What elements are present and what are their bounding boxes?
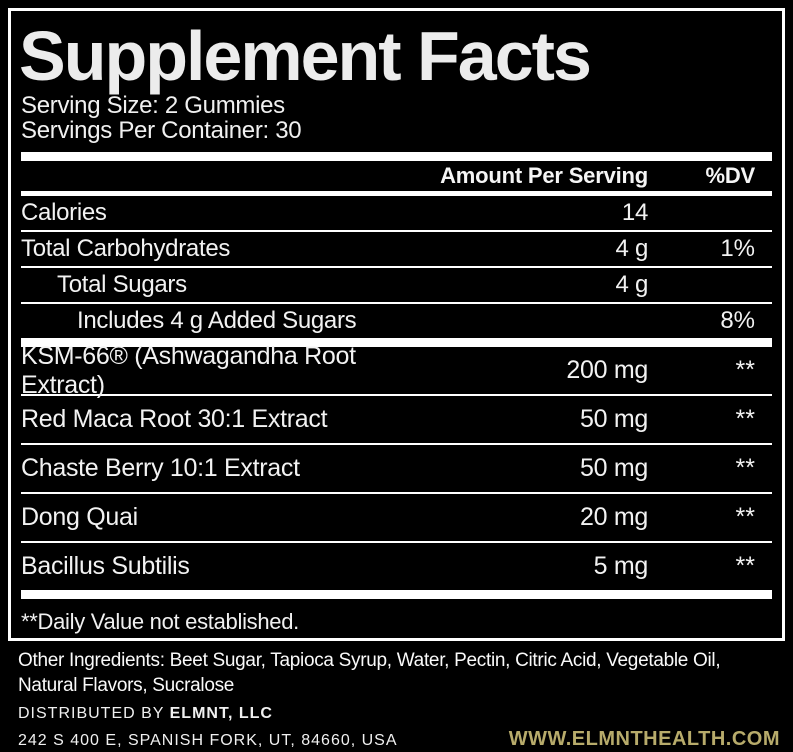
active-ingredients-section: KSM-66® (Ashwagandha Root Extract) 200 m… [21,342,772,590]
divider-bar-thick-bottom [21,590,772,599]
column-header-row: Amount Per Serving %DV [21,161,772,191]
ingredient-dv: ** [735,454,755,482]
ingredient-amount: 50 mg [580,454,648,482]
ingredient-dv: ** [735,356,755,384]
other-ingredients-text: Other Ingredients: Beet Sugar, Tapioca S… [18,650,721,696]
ingredient-name: Bacillus Subtilis [21,552,190,580]
nutrient-dv: 8% [720,307,755,334]
ingredient-name: Red Maca Root 30:1 Extract [21,405,328,433]
column-header-amount: Amount Per Serving [440,163,648,188]
nutrient-name: Includes 4 g Added Sugars [77,307,357,334]
company-address: 242 S 400 E, SPANISH FORK, UT, 84660, US… [18,732,398,749]
servings-per-container: Servings Per Container: 30 [21,117,302,144]
nutrient-name: Total Carbohydrates [21,235,231,262]
ingredient-row: Red Maca Root 30:1 Extract 50 mg ** [21,394,772,443]
divider-bar-thick-top [21,152,772,161]
nutrient-amount: 4 g [615,271,649,298]
ingredient-dv: ** [735,552,755,580]
nutrient-name: Total Sugars [57,271,187,298]
ingredient-amount: 5 mg [593,552,649,580]
ingredient-amount: 50 mg [580,405,648,433]
ingredient-row: Chaste Berry 10:1 Extract 50 mg ** [21,443,772,492]
company-website: WWW.ELMNTHEALTH.COM [508,728,780,750]
divider-rule-header [21,191,772,196]
ingredient-row: Bacillus Subtilis 5 mg ** [21,541,772,590]
nutrient-name: Calories [21,199,107,226]
nutrient-amount: 14 [621,199,648,226]
serving-size: Serving Size: 2 Gummies [21,92,285,119]
column-header-dv: %DV [705,163,755,188]
ingredient-dv: ** [735,405,755,433]
supplement-facts-panel: Supplement Facts Serving Size: 2 Gummies… [8,8,785,641]
nutrient-row: Total Sugars 4 g [21,266,772,302]
nutrient-row: Calories 14 [21,196,772,230]
ingredient-name: Chaste Berry 10:1 Extract [21,454,300,482]
nutrient-row: Includes 4 g Added Sugars 8% [21,302,772,338]
nutrient-amount: 4 g [615,235,649,262]
distributed-by-company: ELMNT, LLC [169,705,273,722]
ingredient-amount: 20 mg [580,503,648,531]
address-row: 242 S 400 E, SPANISH FORK, UT, 84660, US… [18,728,780,751]
ingredient-name: KSM-66® (Ashwagandha Root Extract) [21,341,356,399]
ingredient-row: KSM-66® (Ashwagandha Root Extract) 200 m… [21,342,772,399]
label-footer: Other Ingredients: Beet Sugar, Tapioca S… [18,648,780,751]
divider-bar-thick-middle [21,338,772,347]
distributed-by-line: DISTRIBUTED BY ELMNT, LLC [18,705,780,723]
ingredient-dv: ** [735,503,755,531]
ingredient-row: Dong Quai 20 mg ** [21,492,772,541]
ingredient-name: Dong Quai [21,503,138,531]
nutrients-section: Calories 14 Total Carbohydrates 4 g 1% T… [21,196,772,338]
panel-title: Supplement Facts [19,17,592,95]
nutrient-dv: 1% [720,235,755,262]
ingredient-amount: 200 mg [566,356,648,384]
nutrient-row: Total Carbohydrates 4 g 1% [21,230,772,266]
distributed-by-prefix: DISTRIBUTED BY [18,705,170,722]
daily-value-footnote: **Daily Value not established. [21,609,299,634]
